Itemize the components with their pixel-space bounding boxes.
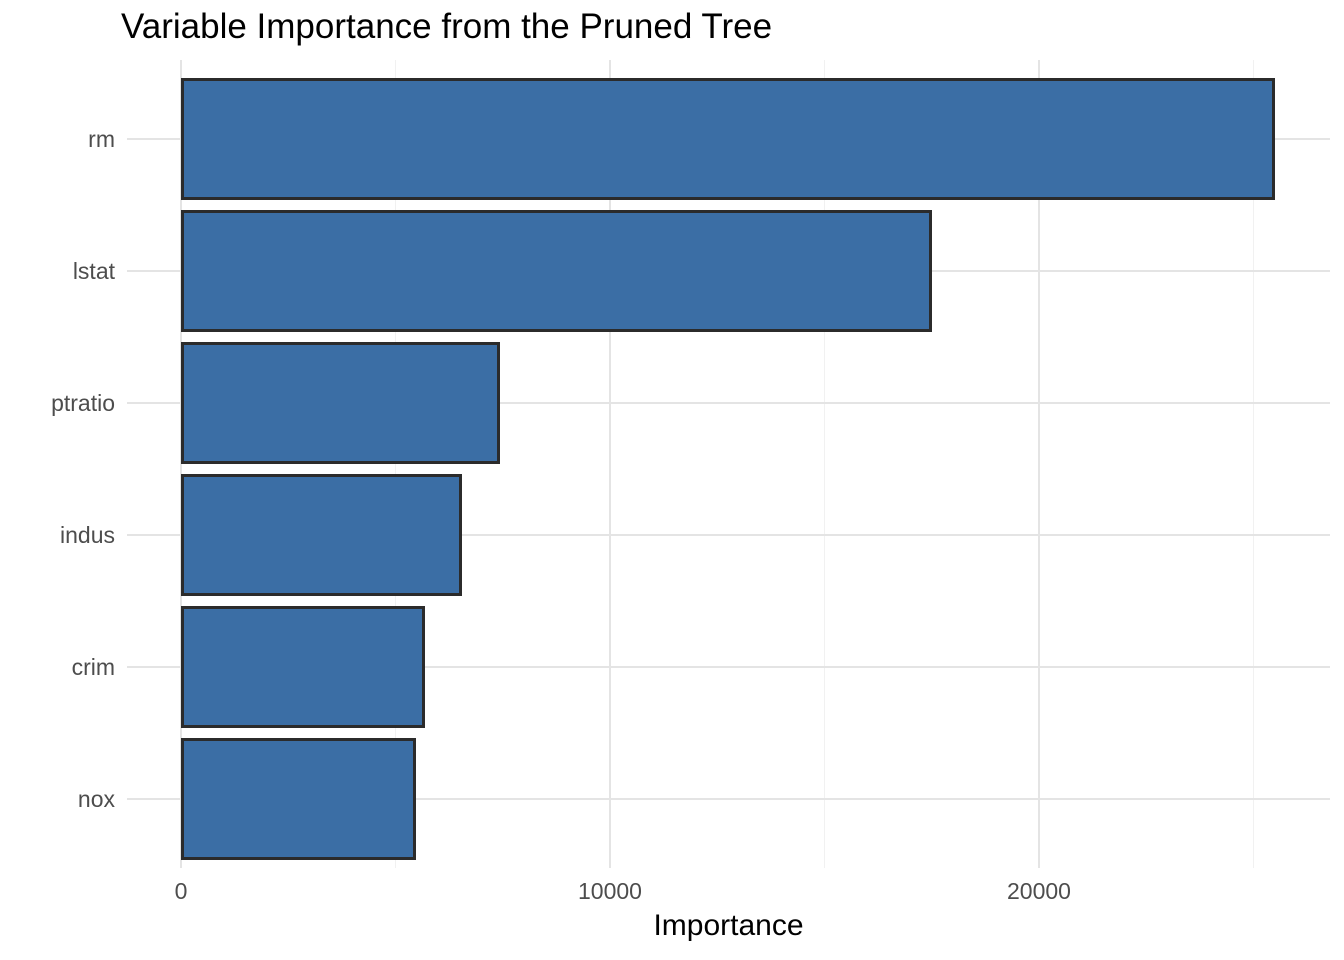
bar-rm — [181, 78, 1275, 200]
gridline-major-y-ptratio — [127, 402, 1330, 404]
gridline-minor-x-15000 — [824, 60, 825, 868]
y-tick-label-indus: indus — [60, 522, 115, 548]
x-axis-title: Importance — [653, 909, 804, 942]
gridline-major-x-10000 — [609, 60, 611, 868]
gridline-major-y-indus — [127, 534, 1330, 536]
x-tick-label-10000: 10000 — [578, 878, 642, 904]
bar-ptratio — [181, 342, 501, 464]
bar-indus — [181, 474, 463, 596]
gridline-major-x-20000 — [1038, 60, 1040, 868]
gridline-minor-x-5000 — [395, 60, 396, 868]
plot-panel — [127, 60, 1330, 868]
gridline-major-y-crim — [127, 666, 1330, 668]
y-tick-label-rm: rm — [88, 126, 115, 152]
x-tick-label-0: 0 — [174, 878, 188, 904]
bar-crim — [181, 606, 426, 728]
gridline-major-x-0 — [180, 60, 182, 868]
y-tick-label-lstat: lstat — [72, 258, 115, 284]
y-tick-label-ptratio: ptratio — [51, 390, 115, 416]
chart-title: Variable Importance from the Pruned Tree — [121, 7, 773, 46]
gridline-minor-x-25000 — [1253, 60, 1254, 868]
y-tick-label-crim: crim — [71, 654, 115, 680]
y-tick-label-nox: nox — [77, 786, 115, 812]
x-tick-label-20000: 20000 — [1007, 878, 1071, 904]
gridline-major-y-nox — [127, 798, 1330, 800]
bar-nox — [181, 738, 416, 860]
bar-lstat — [181, 210, 932, 332]
